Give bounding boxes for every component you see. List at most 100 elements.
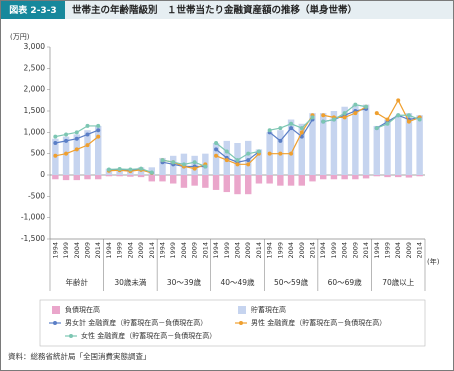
x-tick-label: 1999	[276, 242, 284, 259]
series-marker	[74, 130, 79, 135]
series-marker	[85, 143, 90, 148]
bar	[341, 175, 348, 180]
bar	[320, 175, 327, 180]
bar	[62, 175, 70, 181]
x-tick-label: 2014	[201, 242, 209, 259]
y-tick-label: -1,500	[21, 234, 45, 243]
x-tick-label: 1994	[319, 242, 327, 259]
x-tick-label: 1999	[223, 242, 231, 259]
bar	[52, 175, 59, 180]
series-marker	[385, 121, 390, 126]
bar	[202, 175, 209, 188]
series-marker	[64, 151, 69, 156]
bar	[245, 140, 252, 175]
series-marker	[406, 113, 411, 118]
x-tick-label: 2009	[244, 242, 252, 259]
x-tick-label: 1994	[159, 242, 167, 259]
bar	[416, 175, 423, 177]
bar	[416, 115, 423, 175]
x-tick-label: 2009	[191, 242, 199, 259]
bar	[95, 125, 102, 175]
series-marker	[353, 102, 358, 107]
series-marker	[299, 126, 304, 131]
group-label: 年齢計	[66, 277, 89, 287]
series-marker	[139, 166, 144, 171]
bar	[330, 111, 338, 175]
legend-label: 女性 金融資産（貯蓄現在高－負債現在高）	[81, 331, 216, 340]
series-marker	[203, 164, 208, 169]
bar	[73, 134, 80, 175]
bar	[287, 175, 295, 186]
series-marker	[192, 166, 197, 171]
series-marker	[224, 158, 229, 163]
series-marker	[64, 138, 69, 143]
bar	[95, 175, 102, 180]
bar	[373, 125, 380, 175]
bar	[352, 104, 359, 175]
bar	[180, 175, 188, 188]
x-tick-label: 2009	[351, 242, 359, 259]
series-marker	[396, 98, 401, 103]
x-tick-label: 1999	[330, 242, 338, 259]
bar	[320, 113, 327, 175]
x-tick-label: 2014	[94, 242, 102, 259]
bar	[148, 175, 155, 182]
series-marker	[106, 167, 111, 172]
y-tick-label: 2,500	[24, 63, 46, 72]
group-label: 40～49歳	[220, 277, 255, 287]
y-tick-label: 0	[40, 170, 45, 179]
x-unit: (年)	[427, 257, 440, 266]
y-tick-label: 1,000	[24, 127, 46, 136]
series-marker	[235, 162, 240, 167]
x-tick-label: 2014	[416, 242, 424, 259]
series-marker	[385, 117, 390, 122]
series-marker	[74, 136, 79, 141]
x-tick-label: 1994	[373, 242, 381, 259]
x-tick-label: 1994	[266, 242, 274, 259]
x-tick-label: 2004	[73, 242, 81, 259]
series-marker	[96, 128, 101, 133]
y-tick-label: 500	[31, 149, 46, 158]
series-marker	[224, 149, 229, 154]
bar	[255, 175, 263, 184]
x-tick-label: 2014	[309, 242, 317, 259]
series-marker	[406, 119, 411, 124]
series-marker	[117, 167, 122, 172]
series-marker	[278, 138, 283, 143]
series-marker	[310, 115, 315, 120]
bar	[362, 175, 370, 179]
bar	[116, 175, 123, 177]
bar	[170, 175, 177, 184]
x-tick-label: 2004	[341, 242, 349, 259]
series-marker	[342, 111, 347, 116]
series-marker	[235, 158, 240, 163]
series-marker	[321, 113, 326, 118]
legend-label: 負債現在高	[65, 305, 100, 314]
x-tick-label: 1994	[212, 242, 220, 259]
legend-box	[39, 299, 426, 347]
series-marker	[181, 162, 186, 167]
y-tick-label: 1,500	[24, 106, 46, 115]
legend-swatch	[69, 334, 73, 338]
badge: 図表 2-3-3	[9, 4, 56, 16]
bar	[127, 175, 134, 177]
series-marker	[149, 170, 154, 175]
bar	[309, 175, 316, 182]
bar	[245, 175, 252, 195]
series-marker	[299, 130, 304, 135]
bar	[298, 123, 305, 175]
series-marker	[74, 147, 79, 152]
x-tick-label: 1994	[105, 242, 113, 259]
x-tick-label: 2004	[287, 242, 295, 259]
bar	[395, 175, 402, 178]
x-tick-label: 2009	[137, 242, 145, 259]
series-marker	[53, 141, 58, 145]
series-marker	[246, 151, 251, 156]
series-marker	[246, 162, 251, 167]
series-marker	[160, 158, 165, 163]
bar	[84, 130, 91, 175]
badge-box	[1, 1, 65, 19]
bar	[255, 149, 263, 175]
bar	[384, 119, 391, 175]
